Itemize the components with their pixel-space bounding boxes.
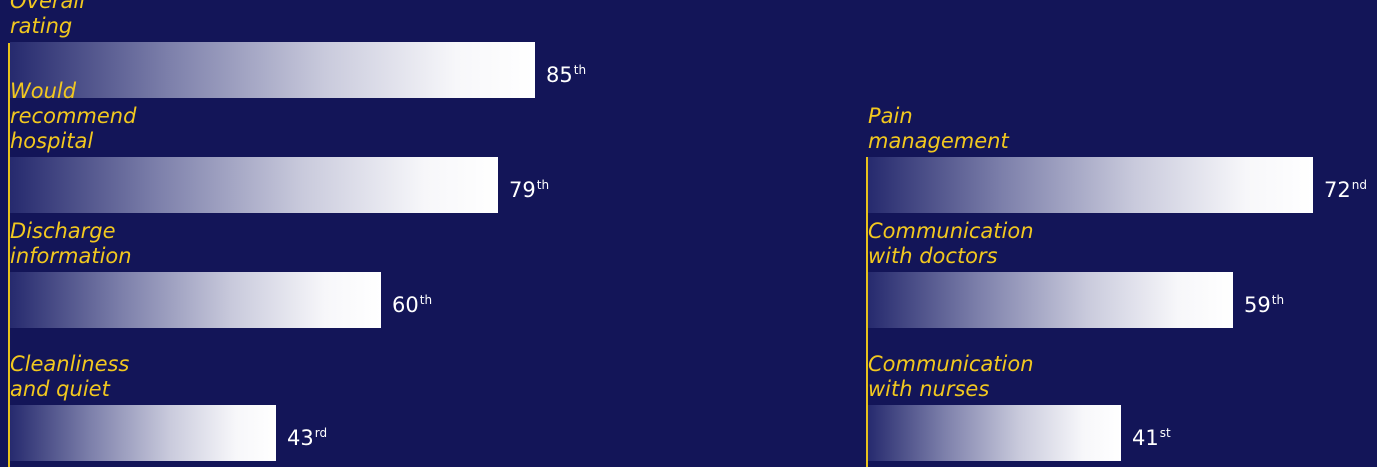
value-label: 85th (535, 42, 586, 98)
value-ordinal-suffix: rd (314, 426, 328, 440)
value-ordinal-suffix: th (536, 178, 550, 192)
value-number: 72 (1324, 178, 1351, 202)
category-label: Pain management (868, 104, 1009, 153)
value-ordinal-suffix: st (1159, 426, 1171, 440)
value-number: 43 (287, 426, 314, 450)
value-ordinal-suffix: th (1271, 293, 1285, 307)
bar (868, 405, 1121, 461)
value-label: 59th (1233, 272, 1284, 328)
bar (10, 272, 381, 328)
value-label: 43rd (276, 405, 327, 461)
bar (868, 272, 1233, 328)
bar (10, 42, 535, 98)
category-label: Communication with nurses (868, 352, 1034, 401)
bar (10, 157, 498, 213)
value-ordinal-suffix: th (419, 293, 433, 307)
bar (10, 405, 276, 461)
value-number: 85 (546, 63, 573, 87)
category-label: Cleanliness and quiet (10, 352, 130, 401)
value-label: 41st (1121, 405, 1171, 461)
left-axis-line (8, 43, 10, 467)
bar (868, 157, 1313, 213)
value-number: 79 (509, 178, 536, 202)
category-label: Would recommend hospital (10, 79, 137, 153)
value-number: 41 (1132, 426, 1159, 450)
value-ordinal-suffix: nd (1351, 178, 1367, 192)
right-axis-line (866, 157, 868, 467)
value-label: 60th (381, 272, 432, 328)
value-number: 60 (392, 293, 419, 317)
category-label: Communication with doctors (868, 219, 1034, 268)
category-label: Discharge information (10, 219, 132, 268)
value-label: 79th (498, 157, 549, 213)
value-ordinal-suffix: th (573, 63, 587, 77)
category-label: Overall rating (10, 0, 86, 38)
value-number: 59 (1244, 293, 1271, 317)
value-label: 72nd (1313, 157, 1367, 213)
